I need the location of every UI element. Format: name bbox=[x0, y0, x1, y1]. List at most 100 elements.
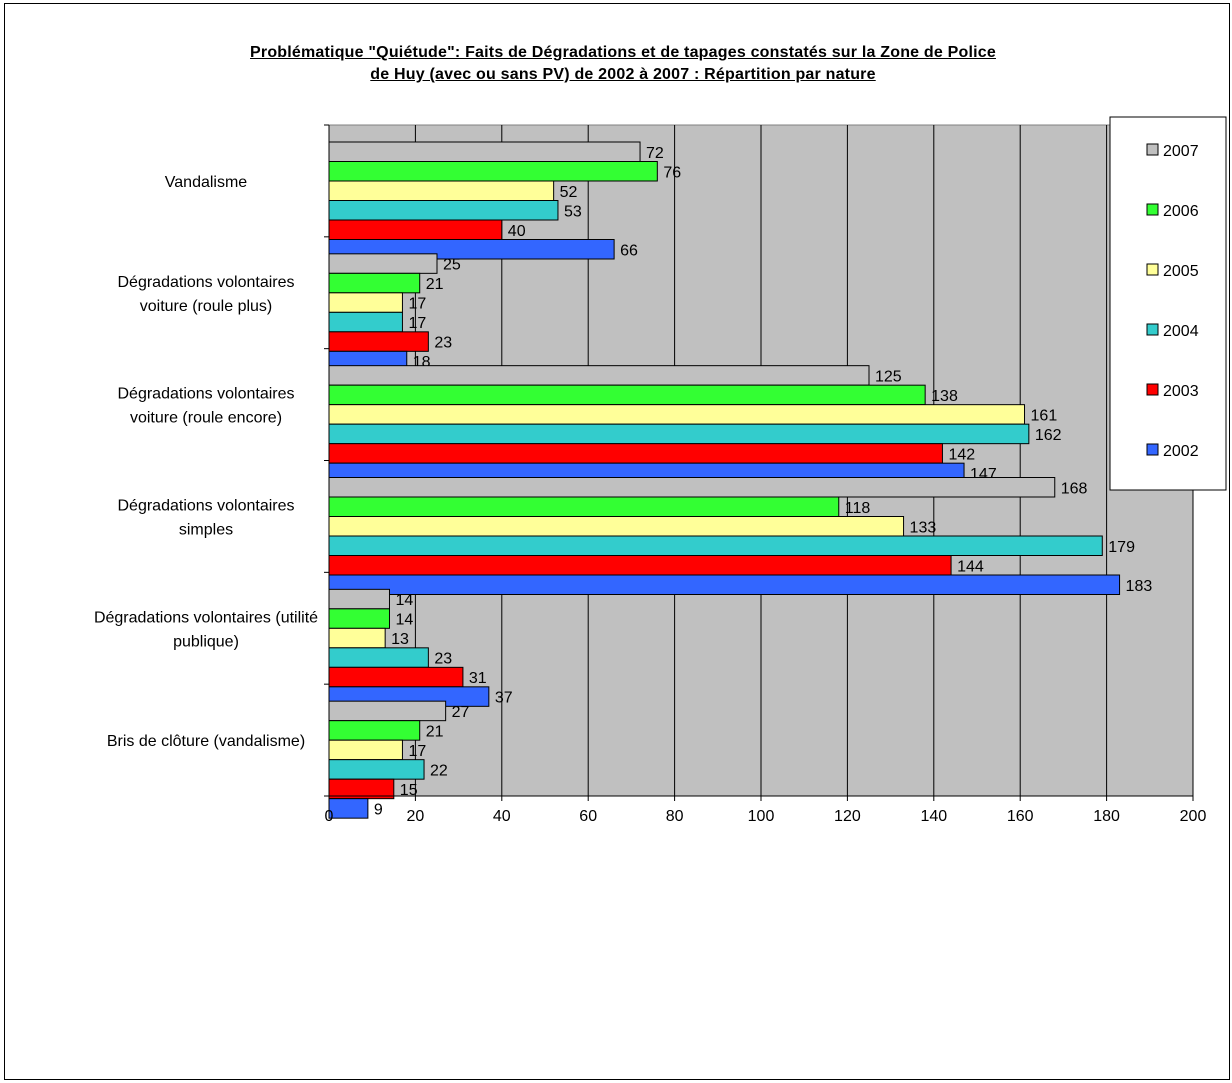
legend-swatch-2006 bbox=[1146, 203, 1159, 216]
data-label: 125 bbox=[875, 368, 902, 385]
data-label: 179 bbox=[1108, 539, 1135, 556]
bar-2006 bbox=[328, 496, 840, 517]
data-label: 17 bbox=[408, 315, 426, 332]
category-label: Dégradations volontaires bbox=[118, 497, 295, 514]
data-label: 53 bbox=[564, 203, 582, 220]
bar-2005 bbox=[328, 627, 386, 649]
legend-swatch-2005 bbox=[1146, 263, 1159, 276]
legend bbox=[1109, 116, 1227, 491]
bar-2007 bbox=[328, 588, 390, 610]
data-label: 52 bbox=[560, 184, 578, 201]
data-label: 31 bbox=[469, 670, 487, 687]
legend-swatch-2003 bbox=[1146, 383, 1159, 396]
data-label: 9 bbox=[374, 801, 383, 818]
bar-2006 bbox=[328, 384, 926, 406]
bar-2007 bbox=[328, 477, 1056, 498]
category-label: Dégradations volontaires bbox=[118, 386, 295, 403]
legend-label: 2007 bbox=[1163, 143, 1199, 160]
category-label: voiture (roule plus) bbox=[140, 298, 273, 315]
category-label: simples bbox=[179, 521, 233, 538]
bar-2004 bbox=[328, 759, 425, 780]
bar-2003 bbox=[328, 443, 943, 464]
legend-label: 2003 bbox=[1163, 383, 1199, 400]
data-label: 162 bbox=[1035, 427, 1062, 444]
data-label: 37 bbox=[495, 690, 513, 707]
bar-2004 bbox=[328, 423, 1030, 445]
data-label: 133 bbox=[910, 519, 937, 536]
legend-label: 2006 bbox=[1163, 203, 1199, 220]
data-label: 66 bbox=[620, 242, 638, 259]
data-label: 168 bbox=[1061, 480, 1088, 497]
bar-2003 bbox=[328, 555, 952, 576]
category-label: Bris de clôture (vandalisme) bbox=[107, 733, 305, 750]
data-label: 14 bbox=[395, 612, 413, 629]
x-tick-label: 40 bbox=[493, 808, 511, 825]
bar-2005 bbox=[328, 180, 555, 201]
data-label: 138 bbox=[931, 388, 958, 405]
data-label: 17 bbox=[408, 296, 426, 313]
x-tick-label: 20 bbox=[407, 808, 425, 825]
bar-2007 bbox=[328, 700, 447, 722]
legend-label: 2002 bbox=[1163, 443, 1199, 460]
x-tick-label: 180 bbox=[1093, 808, 1120, 825]
data-label: 17 bbox=[408, 743, 426, 760]
data-label: 15 bbox=[400, 782, 418, 799]
legend-label: 2004 bbox=[1163, 323, 1199, 340]
data-label: 76 bbox=[663, 164, 681, 181]
data-label: 21 bbox=[426, 723, 444, 740]
bar-2004 bbox=[328, 311, 403, 333]
bar-2004 bbox=[328, 200, 559, 221]
data-label: 22 bbox=[430, 762, 448, 779]
bar-2003 bbox=[328, 331, 429, 352]
x-tick-label: 60 bbox=[579, 808, 597, 825]
data-label: 27 bbox=[452, 704, 470, 721]
x-tick-label: 140 bbox=[920, 808, 947, 825]
data-label: 25 bbox=[443, 257, 461, 274]
chart-title: Problématique "Quiétude": Faits de Dégra… bbox=[115, 42, 1131, 86]
bar-2005 bbox=[328, 404, 1026, 425]
legend-label: 2005 bbox=[1163, 263, 1199, 280]
bar-2005 bbox=[328, 739, 403, 761]
bar-2006 bbox=[328, 608, 390, 629]
x-tick-label: 100 bbox=[748, 808, 775, 825]
bar-2007 bbox=[328, 253, 438, 274]
data-label: 23 bbox=[434, 335, 452, 352]
data-label: 142 bbox=[948, 446, 975, 463]
chart-title-line-1: Problématique "Quiétude": Faits de Dégra… bbox=[250, 44, 996, 61]
data-label: 183 bbox=[1126, 578, 1153, 595]
data-label: 14 bbox=[395, 592, 413, 609]
x-tick-label: 80 bbox=[666, 808, 684, 825]
x-tick-label: 0 bbox=[325, 808, 334, 825]
data-label: 21 bbox=[426, 276, 444, 293]
x-tick-label: 120 bbox=[834, 808, 861, 825]
bar-2004 bbox=[328, 535, 1103, 556]
chart-title-line-2: de Huy (avec ou sans PV) de 2002 à 2007 … bbox=[370, 66, 876, 83]
bar-2005 bbox=[328, 516, 905, 537]
bar-2006 bbox=[328, 720, 421, 741]
legend-swatch-2002 bbox=[1146, 443, 1159, 456]
bar-2006 bbox=[328, 161, 658, 182]
bar-2002 bbox=[328, 574, 1121, 595]
bar-2007 bbox=[328, 141, 641, 162]
category-label: publique) bbox=[173, 633, 239, 650]
data-label: 118 bbox=[845, 500, 871, 517]
data-label: 144 bbox=[957, 558, 984, 575]
category-label: Vandalisme bbox=[165, 174, 248, 191]
bar-2002 bbox=[328, 798, 369, 819]
data-label: 13 bbox=[391, 631, 409, 648]
bar-2003 bbox=[328, 219, 503, 240]
data-label: 161 bbox=[1031, 407, 1058, 424]
bar-2006 bbox=[328, 272, 421, 294]
category-label: Dégradations volontaires bbox=[118, 274, 295, 291]
bar-2004 bbox=[328, 647, 429, 668]
x-tick-label: 200 bbox=[1180, 808, 1207, 825]
x-tick-label: 160 bbox=[1007, 808, 1034, 825]
bar-2007 bbox=[328, 365, 870, 386]
data-label: 40 bbox=[508, 223, 526, 240]
legend-swatch-2004 bbox=[1146, 323, 1159, 336]
data-label: 23 bbox=[434, 651, 452, 668]
category-label: Dégradations volontaires (utilité bbox=[94, 609, 318, 626]
bar-2005 bbox=[328, 292, 403, 313]
bar-2003 bbox=[328, 666, 464, 688]
